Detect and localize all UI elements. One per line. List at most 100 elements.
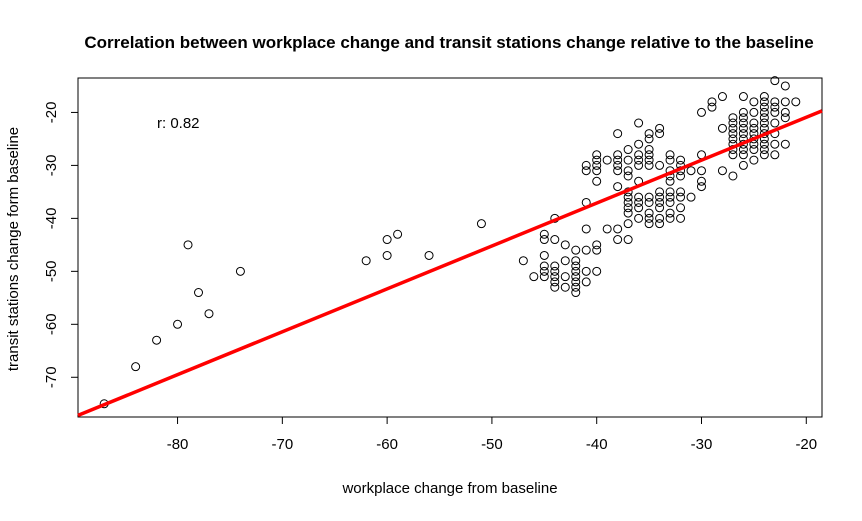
data-point	[759, 150, 769, 160]
data-point	[738, 118, 748, 128]
data-point	[791, 97, 801, 107]
data-point	[634, 203, 644, 213]
data-point	[204, 309, 214, 319]
data-point	[539, 261, 549, 271]
data-point	[738, 129, 748, 139]
y-tick-label: -50	[43, 260, 60, 282]
data-point	[560, 240, 570, 250]
data-point	[759, 139, 769, 149]
data-point	[749, 118, 759, 128]
x-axis: -80 -70 -60 -50 -40 -30 -20	[167, 417, 817, 453]
data-point	[623, 219, 633, 229]
data-point	[644, 213, 654, 223]
data-point	[361, 256, 371, 266]
data-point	[602, 155, 612, 165]
data-point	[676, 213, 686, 223]
data-point	[592, 176, 602, 186]
data-point	[676, 203, 686, 213]
data-point	[560, 282, 570, 292]
data-point	[581, 160, 591, 170]
data-point	[759, 92, 769, 102]
data-point	[780, 97, 790, 107]
data-point	[696, 166, 706, 176]
data-point	[529, 272, 539, 282]
data-point	[613, 155, 623, 165]
x-tick-label: -80	[167, 436, 189, 453]
data-point	[539, 250, 549, 260]
plot-frame	[77, 77, 823, 418]
data-point	[518, 256, 528, 266]
data-point	[696, 107, 706, 117]
data-point	[623, 192, 633, 202]
data-point	[770, 139, 780, 149]
data-point	[770, 97, 780, 107]
data-point	[581, 166, 591, 176]
data-point	[613, 182, 623, 192]
data-point	[644, 134, 654, 144]
data-point	[749, 107, 759, 117]
data-point	[655, 213, 665, 223]
data-point	[665, 192, 675, 202]
data-point	[581, 245, 591, 255]
data-point	[696, 176, 706, 186]
data-point	[696, 182, 706, 192]
data-point	[770, 102, 780, 112]
data-point	[655, 197, 665, 207]
data-point	[665, 208, 675, 218]
data-point	[194, 288, 204, 298]
data-point	[665, 176, 675, 186]
data-point	[539, 229, 549, 239]
y-tick-label: -60	[43, 313, 60, 335]
data-point	[571, 245, 581, 255]
data-point	[571, 282, 581, 292]
data-point	[560, 256, 570, 266]
data-point	[550, 261, 560, 271]
data-point	[728, 129, 738, 139]
data-point	[634, 197, 644, 207]
data-point	[759, 102, 769, 112]
x-tick-label: -30	[691, 436, 713, 453]
data-point	[613, 150, 623, 160]
data-point	[592, 155, 602, 165]
data-point	[738, 92, 748, 102]
x-tick-label: -50	[481, 436, 503, 453]
data-point	[770, 118, 780, 128]
data-point	[686, 192, 696, 202]
data-point	[686, 166, 696, 176]
data-point	[550, 266, 560, 276]
x-tick-label: -40	[586, 436, 608, 453]
data-point	[738, 107, 748, 117]
data-point	[728, 134, 738, 144]
data-point	[655, 219, 665, 229]
data-point	[550, 282, 560, 292]
data-point	[634, 118, 644, 128]
data-point	[759, 123, 769, 133]
data-point	[655, 187, 665, 197]
data-point	[676, 155, 686, 165]
data-point	[728, 150, 738, 160]
data-point	[623, 203, 633, 213]
data-point	[623, 208, 633, 218]
data-point	[173, 319, 183, 329]
chart-title: Correlation between workplace change and…	[84, 33, 813, 52]
data-point	[581, 224, 591, 234]
data-point	[382, 250, 392, 260]
data-point	[738, 150, 748, 160]
data-point	[613, 129, 623, 139]
data-point	[131, 362, 141, 372]
data-point	[634, 155, 644, 165]
data-point	[613, 160, 623, 170]
data-point	[770, 150, 780, 160]
regression-line	[77, 109, 823, 418]
data-point	[717, 92, 727, 102]
data-point	[738, 145, 748, 155]
y-tick-label: -20	[43, 102, 60, 124]
data-point	[655, 123, 665, 133]
data-point	[665, 150, 675, 160]
data-point	[550, 272, 560, 282]
data-point	[644, 219, 654, 229]
data-point	[152, 335, 162, 345]
data-point	[655, 192, 665, 202]
data-point	[759, 145, 769, 155]
data-point	[592, 160, 602, 170]
